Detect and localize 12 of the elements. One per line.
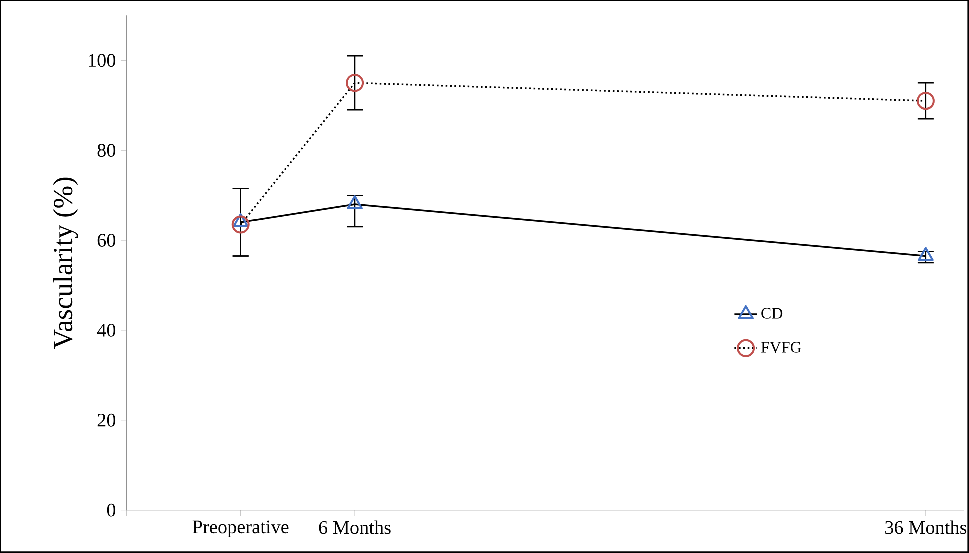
legend-label: FVFG: [761, 342, 802, 353]
y-axis-title: Vascularity (%): [53, 178, 78, 350]
y-tick-label: 0: [107, 504, 116, 517]
y-tick-label: 20: [98, 414, 116, 427]
y-tick-label: 100: [89, 54, 116, 68]
y-tick-label: 60: [98, 234, 116, 247]
y-tick-label: 40: [97, 324, 116, 337]
x-tick-label: 36 Months: [886, 520, 967, 534]
x-tick-label: Preoperative: [192, 520, 289, 538]
x-tick-label: 6 Months: [319, 520, 391, 534]
legend-label: CD: [762, 308, 783, 319]
y-tick-label: 80: [98, 144, 116, 158]
